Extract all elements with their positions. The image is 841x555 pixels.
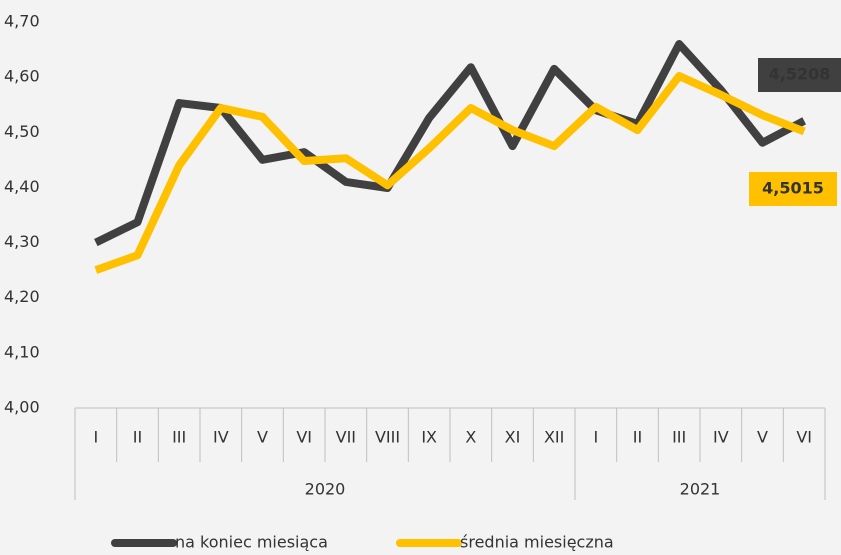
x-tick-label: III xyxy=(672,428,686,447)
group-label: 2020 xyxy=(305,480,346,499)
x-tick-label: I xyxy=(93,428,98,447)
value-label: 4,5015 xyxy=(762,179,824,198)
x-tick-label: IX xyxy=(421,428,437,447)
x-tick-label: II xyxy=(633,428,642,447)
x-tick-label: VII xyxy=(336,428,356,447)
x-tick-label: VIII xyxy=(375,428,400,447)
x-tick-label: XII xyxy=(544,428,564,447)
x-tick-label: XI xyxy=(505,428,521,447)
group-label: 2021 xyxy=(680,480,721,499)
y-tick-label: 4,10 xyxy=(4,342,40,361)
x-tick-label: I xyxy=(593,428,598,447)
y-tick-label: 4,50 xyxy=(4,122,40,141)
x-tick-label: II xyxy=(133,428,142,447)
x-tick-label: V xyxy=(257,428,268,447)
y-tick-label: 4,60 xyxy=(4,67,40,86)
x-tick-label: X xyxy=(465,428,476,447)
x-tick-label: V xyxy=(757,428,768,447)
y-tick-label: 4,20 xyxy=(4,287,40,306)
legend-label: średnia miesięczna xyxy=(460,533,614,552)
y-tick-label: 4,40 xyxy=(4,177,40,196)
x-tick-label: VI xyxy=(296,428,312,447)
x-tick-label: III xyxy=(172,428,186,447)
x-tick-label: IV xyxy=(213,428,229,447)
x-tick-label: IV xyxy=(713,428,729,447)
value-label: 4,5208 xyxy=(769,65,831,84)
x-tick-label: VI xyxy=(796,428,812,447)
y-tick-label: 4,70 xyxy=(4,12,40,31)
y-tick-label: 4,00 xyxy=(4,398,40,417)
y-tick-label: 4,30 xyxy=(4,232,40,251)
legend-label: na koniec miesiąca xyxy=(175,533,328,552)
chart: 4,004,104,204,304,404,504,604,70IIIIIIIV… xyxy=(0,0,841,555)
